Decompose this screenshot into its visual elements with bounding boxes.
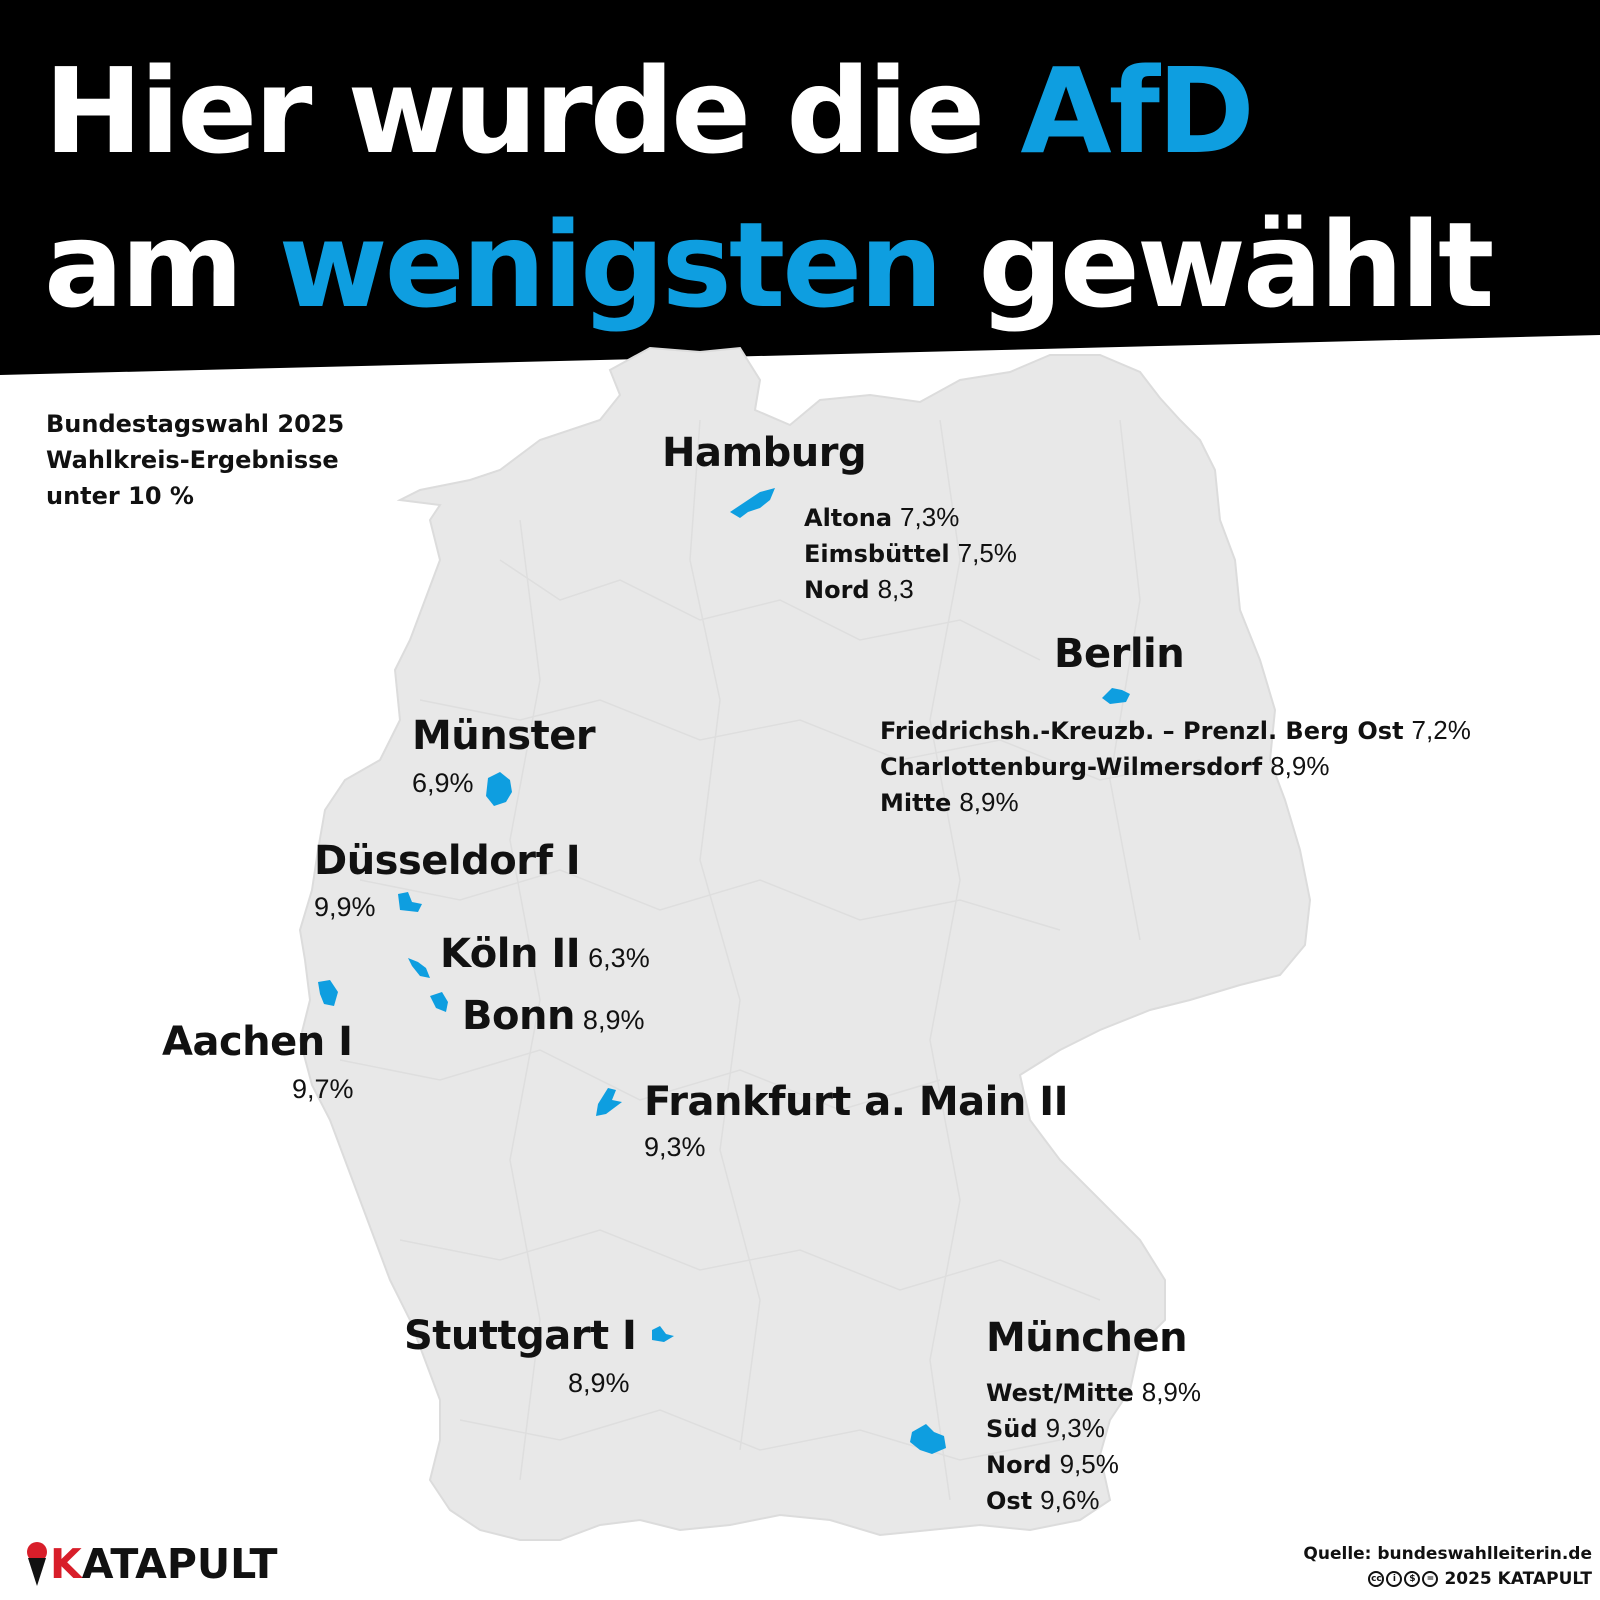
constituency-shapes: [318, 488, 1130, 1454]
koeln-area: [408, 958, 430, 978]
berlin-districts: Friedrichsh.-Kreuzb. – Prenzl. Berg Ost 7…: [880, 713, 1471, 821]
duesseldorf-value: 9,9%: [314, 892, 376, 922]
katapult-logo: KATAPULT: [24, 1540, 278, 1588]
district-name: Altona: [804, 504, 893, 532]
district-value: 7,2%: [1411, 715, 1471, 745]
district-value: 9,3%: [1045, 1413, 1105, 1443]
district-row: Nord 8,3: [804, 572, 1017, 608]
subtitle: Bundestagswahl 2025 Wahlkreis-Ergebnisse…: [46, 406, 344, 514]
muenchen-label: München: [986, 1315, 1188, 1361]
source-note: Quelle: bundeswahlleiterin.de cc i $ = 2…: [1303, 1542, 1592, 1592]
district-value: 8,9%: [959, 787, 1019, 817]
bonn-label: Bonn 8,9%: [462, 996, 644, 1036]
district-name: Ost: [986, 1487, 1033, 1515]
subtitle-line: unter 10 %: [46, 482, 194, 510]
logo-letters-rest: ATAPULT: [81, 1539, 278, 1588]
muenchen-area: [910, 1424, 946, 1454]
district-value: 8,9%: [1270, 751, 1330, 781]
district-name: Eimsbüttel: [804, 540, 950, 568]
title-line-1: Hier wurde die AfD: [44, 52, 1255, 170]
muenster-area: [486, 772, 512, 806]
header-band: [0, 0, 1600, 375]
by-icon: i: [1386, 1571, 1403, 1587]
aachen-area: [318, 980, 338, 1006]
title-highlight-wenigsten: wenigsten: [278, 196, 944, 334]
district-name: Charlottenburg-Wilmersdorf: [880, 753, 1263, 781]
district-row: Friedrichsh.-Kreuzb. – Prenzl. Berg Ost 7…: [880, 713, 1471, 749]
district-value: 8,3: [877, 574, 914, 604]
title-line-2: am wenigsten gewählt: [44, 206, 1494, 324]
source-text: Quelle: bundeswahlleiterin.de: [1303, 1544, 1592, 1564]
district-value: 9,5%: [1059, 1449, 1119, 1479]
koeln-label: Köln II 6,3%: [440, 934, 650, 974]
district-borders: [339, 419, 1201, 1501]
nd-icon: =: [1422, 1571, 1439, 1587]
district-row: Altona 7,3%: [804, 500, 1017, 536]
muenster-label: Münster: [412, 713, 596, 759]
duesseldorf-label: Düsseldorf I: [314, 838, 581, 884]
ice-cream-icon: [27, 1542, 47, 1586]
license-icons: cc i $ =: [1368, 1571, 1439, 1587]
copyright-text: 2025 KATAPULT: [1444, 1569, 1592, 1589]
title-highlight-afd: AfD: [1020, 42, 1255, 180]
district-value: 7,5%: [957, 538, 1017, 568]
stuttgart-area: [652, 1326, 674, 1342]
district-row: Eimsbüttel 7,5%: [804, 536, 1017, 572]
muenchen-districts: West/Mitte 8,9% Süd 9,3% Nord 9,5% Ost 9,6%: [986, 1375, 1201, 1519]
hamburg-label: Hamburg: [662, 430, 867, 476]
district-row: Ost 9,6%: [986, 1483, 1201, 1519]
title-text-2: am: [44, 196, 279, 334]
district-row: West/Mitte 8,9%: [986, 1375, 1201, 1411]
logo-text: KATAPULT: [50, 1543, 278, 1585]
district-row: Charlottenburg-Wilmersdorf 8,9%: [880, 749, 1471, 785]
koeln-name: Köln II: [440, 931, 581, 977]
bonn-area: [430, 992, 448, 1012]
district-name: Süd: [986, 1415, 1038, 1443]
frankfurt-area: [596, 1088, 622, 1116]
subtitle-line: Bundestagswahl 2025: [46, 410, 345, 438]
duesseldorf-area: [398, 892, 422, 912]
subtitle-line: Wahlkreis-Ergebnisse: [46, 446, 339, 474]
berlin-area: [1102, 688, 1130, 704]
title-text-1: Hier wurde die: [44, 42, 1021, 180]
title-text-3: gewählt: [940, 196, 1494, 334]
cc-icon: cc: [1368, 1571, 1385, 1587]
aachen-value: 9,7%: [292, 1074, 354, 1104]
koeln-value: 6,3%: [588, 943, 650, 973]
germany-landmass: [298, 346, 1312, 1541]
hamburg-area: [730, 488, 775, 518]
district-name: West/Mitte: [986, 1379, 1134, 1407]
district-row: Nord 9,5%: [986, 1447, 1201, 1483]
district-name: Mitte: [880, 789, 952, 817]
district-value: 7,3%: [900, 502, 960, 532]
copyright-line: cc i $ = 2025 KATAPULT: [1303, 1567, 1592, 1592]
stuttgart-label: Stuttgart I: [404, 1313, 637, 1359]
frankfurt-label: Frankfurt a. Main II: [644, 1079, 1069, 1125]
frankfurt-value: 9,3%: [644, 1132, 706, 1162]
district-name: Nord: [986, 1451, 1052, 1479]
bonn-value: 8,9%: [582, 1005, 645, 1035]
bonn-name: Bonn: [462, 993, 575, 1039]
district-row: Süd 9,3%: [986, 1411, 1201, 1447]
logo-letter-k: K: [50, 1539, 82, 1588]
district-row: Mitte 8,9%: [880, 785, 1471, 821]
berlin-label: Berlin: [1054, 631, 1185, 677]
district-value: 8,9%: [1141, 1377, 1202, 1407]
aachen-label: Aachen I: [162, 1019, 353, 1065]
district-name: Nord: [804, 576, 870, 604]
hamburg-districts: Altona 7,3% Eimsbüttel 7,5% Nord 8,3: [804, 500, 1017, 608]
stuttgart-value: 8,9%: [568, 1368, 630, 1398]
district-name: Friedrichsh.-Kreuzb. – Prenzl. Berg Ost: [880, 717, 1404, 745]
muenster-value: 6,9%: [412, 768, 474, 798]
nc-icon: $: [1404, 1571, 1421, 1587]
district-value: 9,6%: [1040, 1485, 1100, 1515]
